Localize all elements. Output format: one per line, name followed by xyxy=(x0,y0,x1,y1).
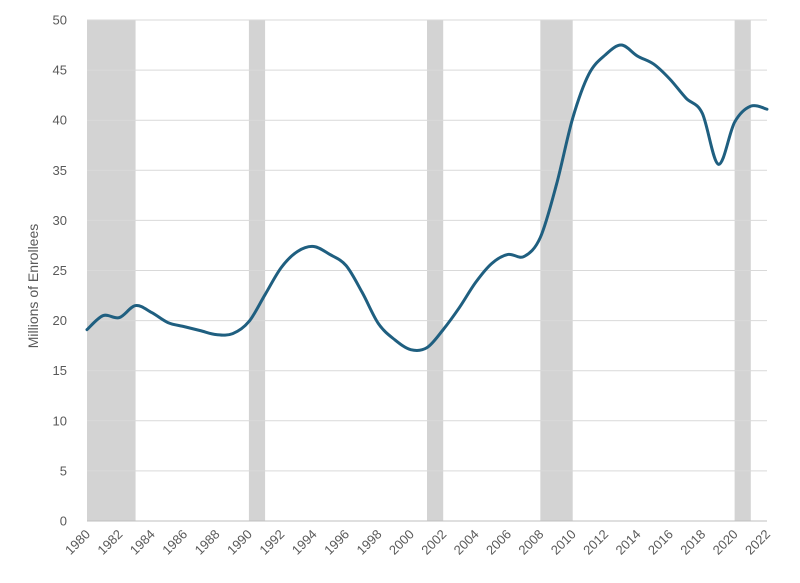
x-tick-label: 1986 xyxy=(159,527,190,558)
x-tick-label: 1988 xyxy=(192,527,223,558)
x-tick-label: 2020 xyxy=(710,527,741,558)
gridlines xyxy=(87,19,767,522)
x-tick-label: 2010 xyxy=(548,527,579,558)
y-axis-tick-labels: 0 5 10 15 20 25 30 35 40 45 50 xyxy=(53,13,67,529)
x-tick-label: 2002 xyxy=(418,527,449,558)
y-tick-label: 5 xyxy=(60,463,67,478)
x-tick-label: 1982 xyxy=(94,527,125,558)
y-tick-label: 35 xyxy=(53,163,67,178)
x-tick-label: 2000 xyxy=(386,527,417,558)
x-tick-label: 2016 xyxy=(645,527,676,558)
x-tick-label: 2006 xyxy=(483,527,514,558)
x-tick-label: 1998 xyxy=(353,527,384,558)
x-tick-label: 1990 xyxy=(224,527,255,558)
y-tick-label: 15 xyxy=(53,363,67,378)
x-tick-label: 2008 xyxy=(515,527,546,558)
series-layer xyxy=(85,43,769,352)
y-tick-label: 45 xyxy=(53,63,67,78)
y-tick-label: 25 xyxy=(53,263,67,278)
y-tick-label: 30 xyxy=(53,213,67,228)
x-axis-tick-labels: 1980 1982 1984 1986 1988 1990 1992 1994 1996 1998… xyxy=(62,527,773,558)
x-tick-label: 2022 xyxy=(742,527,773,558)
x-tick-label: 1994 xyxy=(289,527,320,558)
x-tick-label: 1992 xyxy=(256,527,287,558)
x-tick-label: 2004 xyxy=(451,527,482,558)
x-tick-label: 1996 xyxy=(321,527,352,558)
x-tick-label: 2018 xyxy=(677,527,708,558)
y-tick-label: 50 xyxy=(53,13,67,28)
y-axis-title: Millions of Enrollees xyxy=(25,224,41,349)
series-line-0 xyxy=(85,43,769,352)
x-tick-label: 1980 xyxy=(62,527,93,558)
x-tick-label: 2012 xyxy=(580,527,611,558)
y-tick-label: 40 xyxy=(53,113,67,128)
x-tick-label: 1984 xyxy=(127,527,158,558)
y-tick-label: 10 xyxy=(53,413,67,428)
y-tick-label: 20 xyxy=(53,313,67,328)
x-tick-label: 2014 xyxy=(613,527,644,558)
y-tick-label: 0 xyxy=(60,514,67,529)
